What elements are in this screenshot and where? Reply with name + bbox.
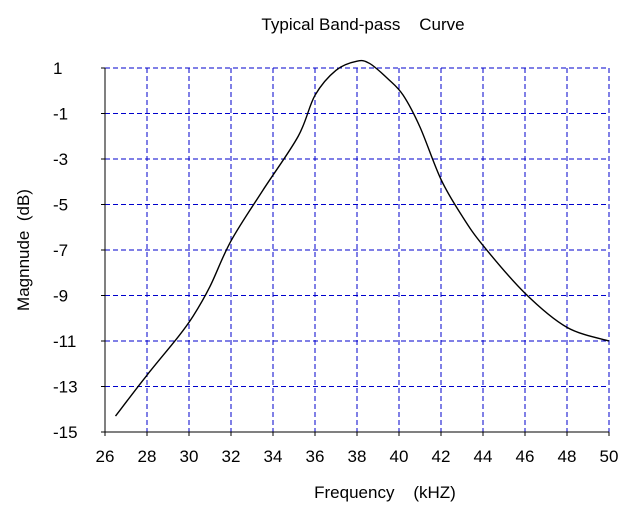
x-tick-label: 28	[138, 447, 157, 466]
series	[114, 59, 610, 417]
x-tick-label: 48	[558, 447, 577, 466]
y-tick-label: 1	[53, 59, 62, 78]
x-tick-label: 36	[306, 447, 325, 466]
x-axis-title: Frequency (kHZ)	[314, 483, 456, 502]
x-tick-label: 30	[180, 447, 199, 466]
x-tick-label: 26	[96, 447, 115, 466]
x-tick-label: 50	[600, 447, 619, 466]
x-tick-label: 44	[474, 447, 493, 466]
x-tick-label: 34	[264, 447, 283, 466]
y-axis-title: Magnnude (dB)	[14, 189, 33, 311]
x-tick-label: 46	[516, 447, 535, 466]
band-pass-curve	[114, 59, 610, 417]
y-axis-ticks: 1 -1 -3 -5 -7 -9 -11 -13 -15	[53, 59, 105, 442]
x-tick-label: 40	[390, 447, 409, 466]
y-tick-label: -3	[53, 150, 68, 169]
chart-title: Typical Band-pass Curve	[261, 15, 464, 34]
y-tick-label: -15	[53, 423, 78, 442]
y-tick-label: -9	[53, 287, 68, 306]
grid	[105, 67, 610, 432]
y-tick-label: -7	[53, 241, 68, 260]
x-axis-ticks: 26 28 30 32 34 36 38 40 42 44 46 48 50	[96, 432, 619, 466]
y-tick-label: -11	[53, 332, 76, 351]
x-tick-label: 38	[348, 447, 367, 466]
y-tick-label: -13	[53, 378, 78, 397]
y-tick-label: -5	[53, 196, 68, 215]
x-tick-label: 32	[222, 447, 241, 466]
x-tick-label: 42	[432, 447, 451, 466]
y-tick-label: -1	[53, 105, 68, 124]
